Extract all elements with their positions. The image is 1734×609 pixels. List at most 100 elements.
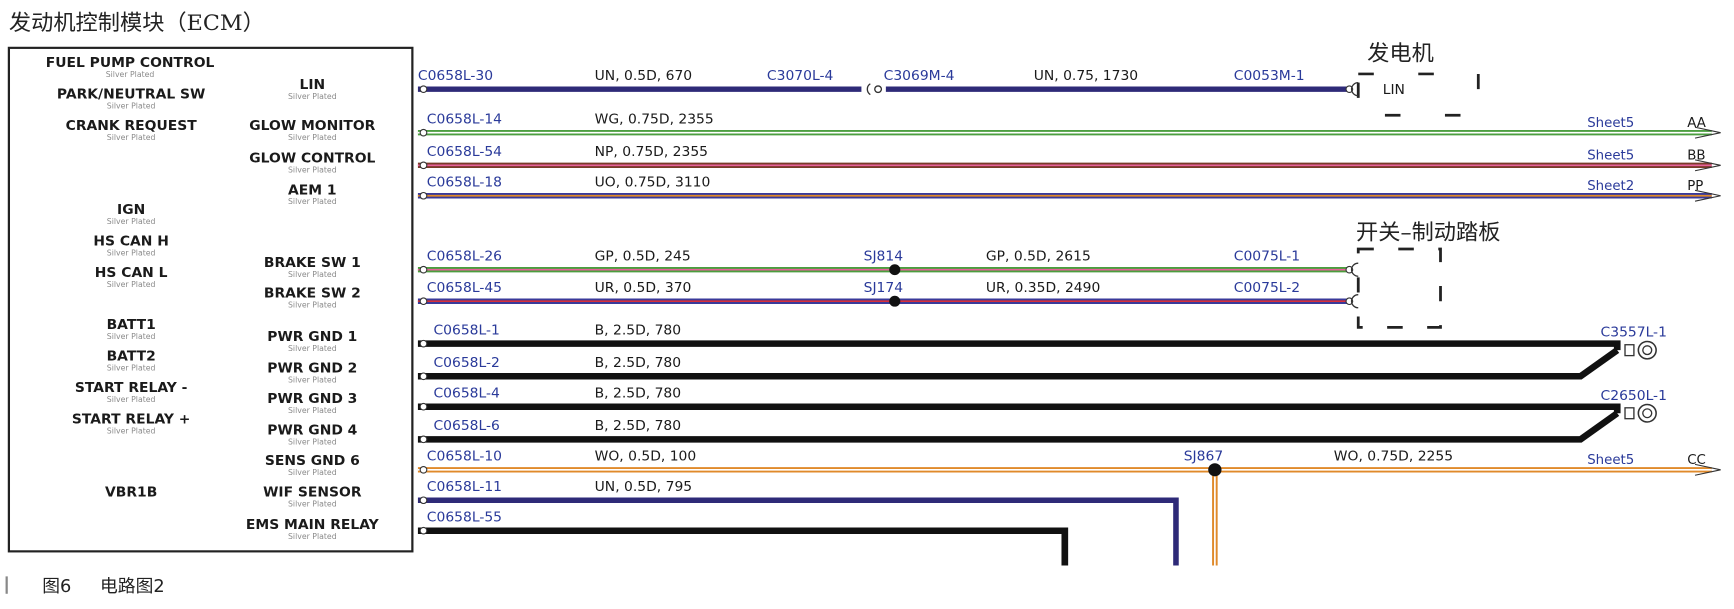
- wire-terminal: [419, 526, 428, 535]
- inline-connector: C3070L-4: [767, 68, 833, 84]
- ecm-pin-label: GLOW CONTROL: [249, 151, 375, 167]
- wire-terminal: [419, 297, 428, 306]
- wire-connector: C0658L-54: [427, 144, 502, 160]
- ground-connector-label: C3557L-1: [1601, 325, 1667, 341]
- ecm-pin-note: Silver Plated: [107, 364, 156, 373]
- ground-connector-body: [1624, 407, 1635, 420]
- ecm-pin-note: Silver Plated: [288, 166, 337, 175]
- ecm-pin-label: GLOW MONITOR: [249, 118, 375, 134]
- ecm-box: [7, 46, 414, 553]
- caption-text: 电路图2: [100, 577, 165, 597]
- wire-terminal: [419, 85, 428, 93]
- ecm-pin-label: PWR GND 2: [267, 361, 357, 377]
- sheet-ref: Sheet5: [1587, 149, 1634, 164]
- ecm-pin-label: CRANK REQUEST: [66, 118, 198, 134]
- title: 发动机控制模块（ECM）: [9, 11, 265, 36]
- wire-spec: GP, 0.5D, 2615: [986, 249, 1091, 265]
- offpage-arrow: [1694, 463, 1721, 476]
- wire-connector: C0658L-10: [427, 449, 502, 465]
- wire-spec: B, 2.5D, 780: [595, 323, 681, 339]
- wire-connector: C0053M-1: [1234, 68, 1305, 84]
- splice-dot: [889, 264, 901, 276]
- ecm-pin-note: Silver Plated: [106, 70, 155, 79]
- sheet-ref: Sheet2: [1587, 179, 1634, 194]
- wire-connector: C0658L-4: [433, 386, 499, 402]
- sheet-ref: Sheet5: [1587, 453, 1634, 468]
- ecm-pin-note: Silver Plated: [288, 376, 337, 385]
- wire-connector: C0658L-30: [418, 68, 493, 84]
- ecm-pin-label: BATT1: [107, 317, 156, 333]
- ecm-pin-label: IGN: [117, 202, 145, 218]
- splice-label: SJ174: [864, 280, 903, 296]
- ecm-pin-note: Silver Plated: [288, 301, 337, 310]
- offpage-arrow: [1694, 126, 1721, 139]
- wire-spec: UN, 0.5D, 670: [595, 68, 692, 84]
- ecm-pin-note: Silver Plated: [107, 248, 156, 257]
- ecm-pin-label: WIF SENSOR: [263, 485, 362, 501]
- splice-dot: [889, 295, 901, 307]
- wire-spec: WG, 0.75D, 2355: [595, 112, 714, 128]
- ecm-pin-label: BATT2: [107, 349, 156, 365]
- wire-terminal: [419, 496, 428, 505]
- ecm-pin-note: Silver Plated: [288, 468, 337, 477]
- wire-spec: B, 2.5D, 780: [595, 355, 681, 371]
- offpage-arrow: [1694, 159, 1721, 172]
- terminal-symbol: [1350, 294, 1359, 309]
- terminal-symbol: [1350, 81, 1359, 97]
- ecm-pin-label: EMS MAIN RELAY: [246, 517, 380, 533]
- ecm-pin-label: AEM 1: [288, 182, 337, 198]
- generator-pin: LIN: [1383, 82, 1405, 98]
- ecm-pin-note: Silver Plated: [288, 197, 337, 206]
- ground-connector-body: [1624, 344, 1635, 357]
- ecm-pin-label: PWR GND 3: [267, 391, 357, 407]
- wire-terminal: [419, 191, 428, 200]
- wire: [417, 410, 1620, 443]
- splice-label: SJ867: [1184, 449, 1223, 465]
- ecm-pin-label: VBR1B: [105, 485, 157, 501]
- wire-terminal: [419, 435, 428, 444]
- wire: [417, 527, 1069, 566]
- generator-box: [1356, 72, 1480, 117]
- ecm-pin-note: Silver Plated: [288, 406, 337, 415]
- offpage-ref: BB: [1687, 149, 1705, 164]
- ecm-pin-note: Silver Plated: [107, 332, 156, 341]
- wire-spec: UN, 0.5D, 795: [595, 479, 692, 495]
- wire-terminal: [419, 372, 428, 381]
- ecm-pin-note: Silver Plated: [107, 217, 156, 226]
- wire-terminal: [1345, 297, 1354, 306]
- wire-spec: GP, 0.5D, 245: [595, 249, 691, 265]
- sheet-ref: Sheet5: [1587, 116, 1634, 131]
- ecm-pin-note: Silver Plated: [288, 532, 337, 541]
- ecm-pin-label: START RELAY -: [75, 380, 188, 396]
- terminal-symbol: [1350, 262, 1359, 277]
- wire-connector: C0658L-45: [427, 280, 502, 296]
- ecm-pin-note: Silver Plated: [288, 500, 337, 509]
- splice-label: SJ814: [864, 249, 903, 265]
- wire-connector: C0658L-1: [433, 323, 499, 339]
- wire: [417, 347, 1620, 380]
- ground-connector-ring: [1642, 345, 1653, 356]
- ecm-pin-label: LIN: [300, 77, 326, 93]
- ecm-pin-label: HS CAN L: [95, 265, 168, 281]
- inline-connector: C3069M-4: [884, 68, 955, 84]
- offpage-ref: AA: [1687, 116, 1706, 131]
- wire-connector: C0658L-26: [427, 249, 502, 265]
- wire-terminal: [419, 402, 428, 411]
- wire-terminal: [419, 465, 428, 474]
- wire-connector: C0658L-6: [433, 418, 499, 434]
- offpage-arrow: [1694, 189, 1721, 202]
- ecm-pin-note: Silver Plated: [107, 395, 156, 404]
- brake-switch-box: [1356, 247, 1442, 329]
- wire-connector: C0075L-2: [1234, 280, 1300, 296]
- inline-connector-symbol: [866, 83, 871, 96]
- ecm-pin-label: HS CAN H: [93, 234, 168, 250]
- generator-label: 发电机: [1367, 42, 1434, 67]
- wire-terminal: [419, 265, 428, 274]
- ecm-pin-note: Silver Plated: [107, 427, 156, 436]
- ecm-pin-label: FUEL PUMP CONTROL: [46, 55, 215, 71]
- wire: [417, 497, 1179, 566]
- wire-connector: C0658L-2: [433, 355, 499, 371]
- ecm-pin-note: Silver Plated: [107, 102, 156, 111]
- wire-spec: UN, 0.75, 1730: [1034, 68, 1138, 84]
- wire-connector: C0658L-14: [427, 112, 502, 128]
